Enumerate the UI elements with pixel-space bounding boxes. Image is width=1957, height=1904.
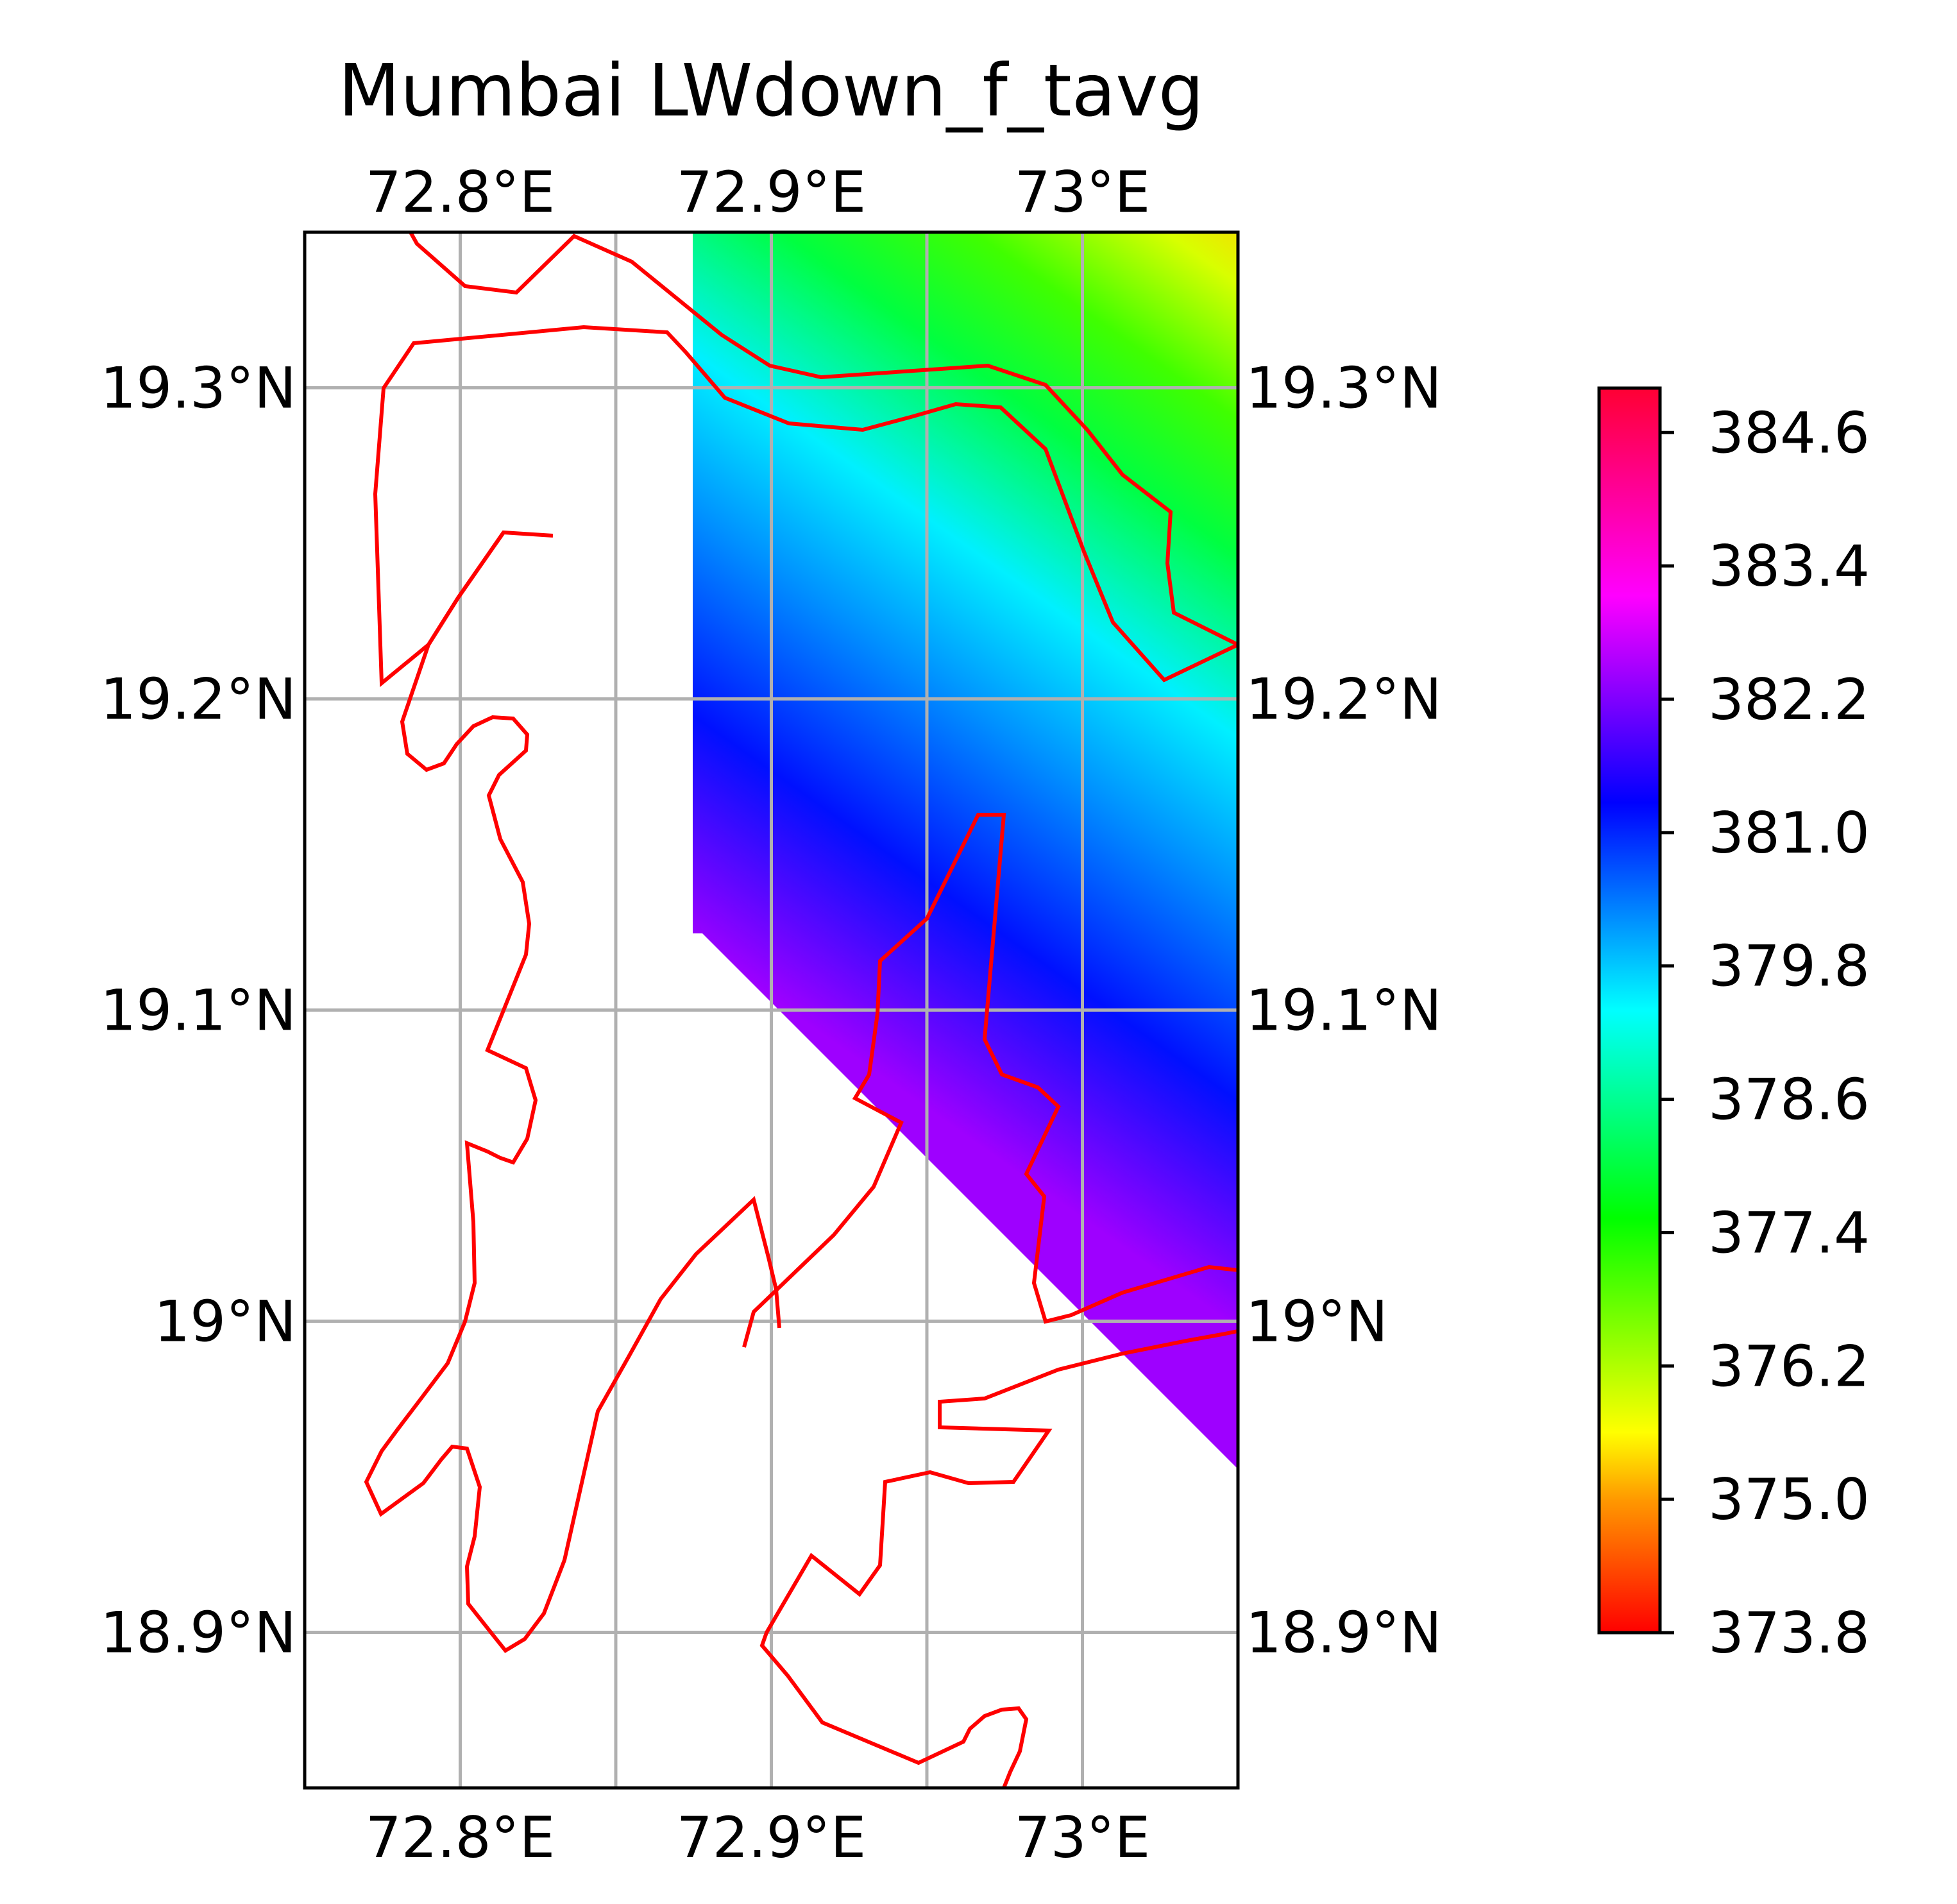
lat-tick-label-right: 18.9°N xyxy=(1246,1600,1442,1666)
coastline-thane-creek xyxy=(742,813,1238,1348)
colorbar-tick-label: 384.6 xyxy=(1708,400,1870,466)
colorbar-tick-label: 379.8 xyxy=(1708,933,1870,999)
plot-frame xyxy=(303,230,1240,1790)
lon-tick-label-top: 73°E xyxy=(1015,159,1151,225)
colorbar-tick-label: 376.2 xyxy=(1708,1333,1870,1399)
lat-tick-label-right: 19.1°N xyxy=(1246,978,1442,1044)
lat-tick-label-right: 19°N xyxy=(1246,1289,1388,1355)
lat-tick-label-right: 19.2°N xyxy=(1246,667,1442,733)
coastline-south xyxy=(759,1329,1238,1788)
lon-tick-label-top: 72.9°E xyxy=(677,159,867,225)
chart-title: Mumbai LWdown_f_tavg xyxy=(338,49,1204,133)
colorbar-tick-label: 373.8 xyxy=(1708,1600,1870,1666)
lon-tick-label-bottom: 72.8°E xyxy=(366,1805,555,1871)
colorbar-tick-label: 375.0 xyxy=(1708,1466,1870,1533)
colorbar-ticks: 373.8 375.0 376.2 377.4 378.6 379.8 381.0 382.2… xyxy=(1660,400,1870,1666)
lat-tick-label-left: 18.9°N xyxy=(100,1600,296,1666)
colorbar-tick-label: 381.0 xyxy=(1708,800,1870,866)
lon-tick-label-top: 72.8°E xyxy=(366,159,555,225)
plot-area xyxy=(305,232,1238,1788)
colorbar-tick-label: 377.4 xyxy=(1708,1200,1870,1266)
lwdown-field xyxy=(693,232,1238,1469)
lat-tick-label-left: 19.1°N xyxy=(100,978,296,1044)
lat-tick-label-left: 19°N xyxy=(154,1289,296,1355)
coastline-salsette xyxy=(364,531,781,1653)
gridlines xyxy=(305,232,1238,1788)
colorbar-bar xyxy=(1597,386,1662,1635)
axis-ticks: 72.8°E 72.8°E 72.9°E 72.9°E 73°E 73°E 19.3°N 19… xyxy=(100,159,1442,1871)
colorbar-tick-label: 378.6 xyxy=(1708,1067,1870,1133)
colorbar-tick-label: 382.2 xyxy=(1708,667,1870,733)
lon-tick-label-bottom: 73°E xyxy=(1015,1805,1151,1871)
lat-tick-label-left: 19.3°N xyxy=(100,355,296,421)
lon-tick-label-bottom: 72.9°E xyxy=(677,1805,867,1871)
lat-tick-label-right: 19.3°N xyxy=(1246,355,1442,421)
lat-tick-label-left: 19.2°N xyxy=(100,667,296,733)
colorbar-tick-label: 383.4 xyxy=(1708,533,1870,599)
coastline-north xyxy=(373,232,1238,688)
